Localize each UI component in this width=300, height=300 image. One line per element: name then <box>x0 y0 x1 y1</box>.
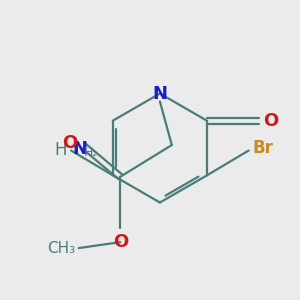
Text: Br: Br <box>253 139 274 157</box>
Text: CH₃: CH₃ <box>48 241 76 256</box>
Text: N: N <box>72 140 87 158</box>
Text: O: O <box>264 112 279 130</box>
Text: N: N <box>152 85 167 103</box>
Text: H: H <box>55 142 67 160</box>
Text: O: O <box>113 233 128 251</box>
Text: H₂: H₂ <box>84 146 98 159</box>
Text: O: O <box>62 134 78 152</box>
